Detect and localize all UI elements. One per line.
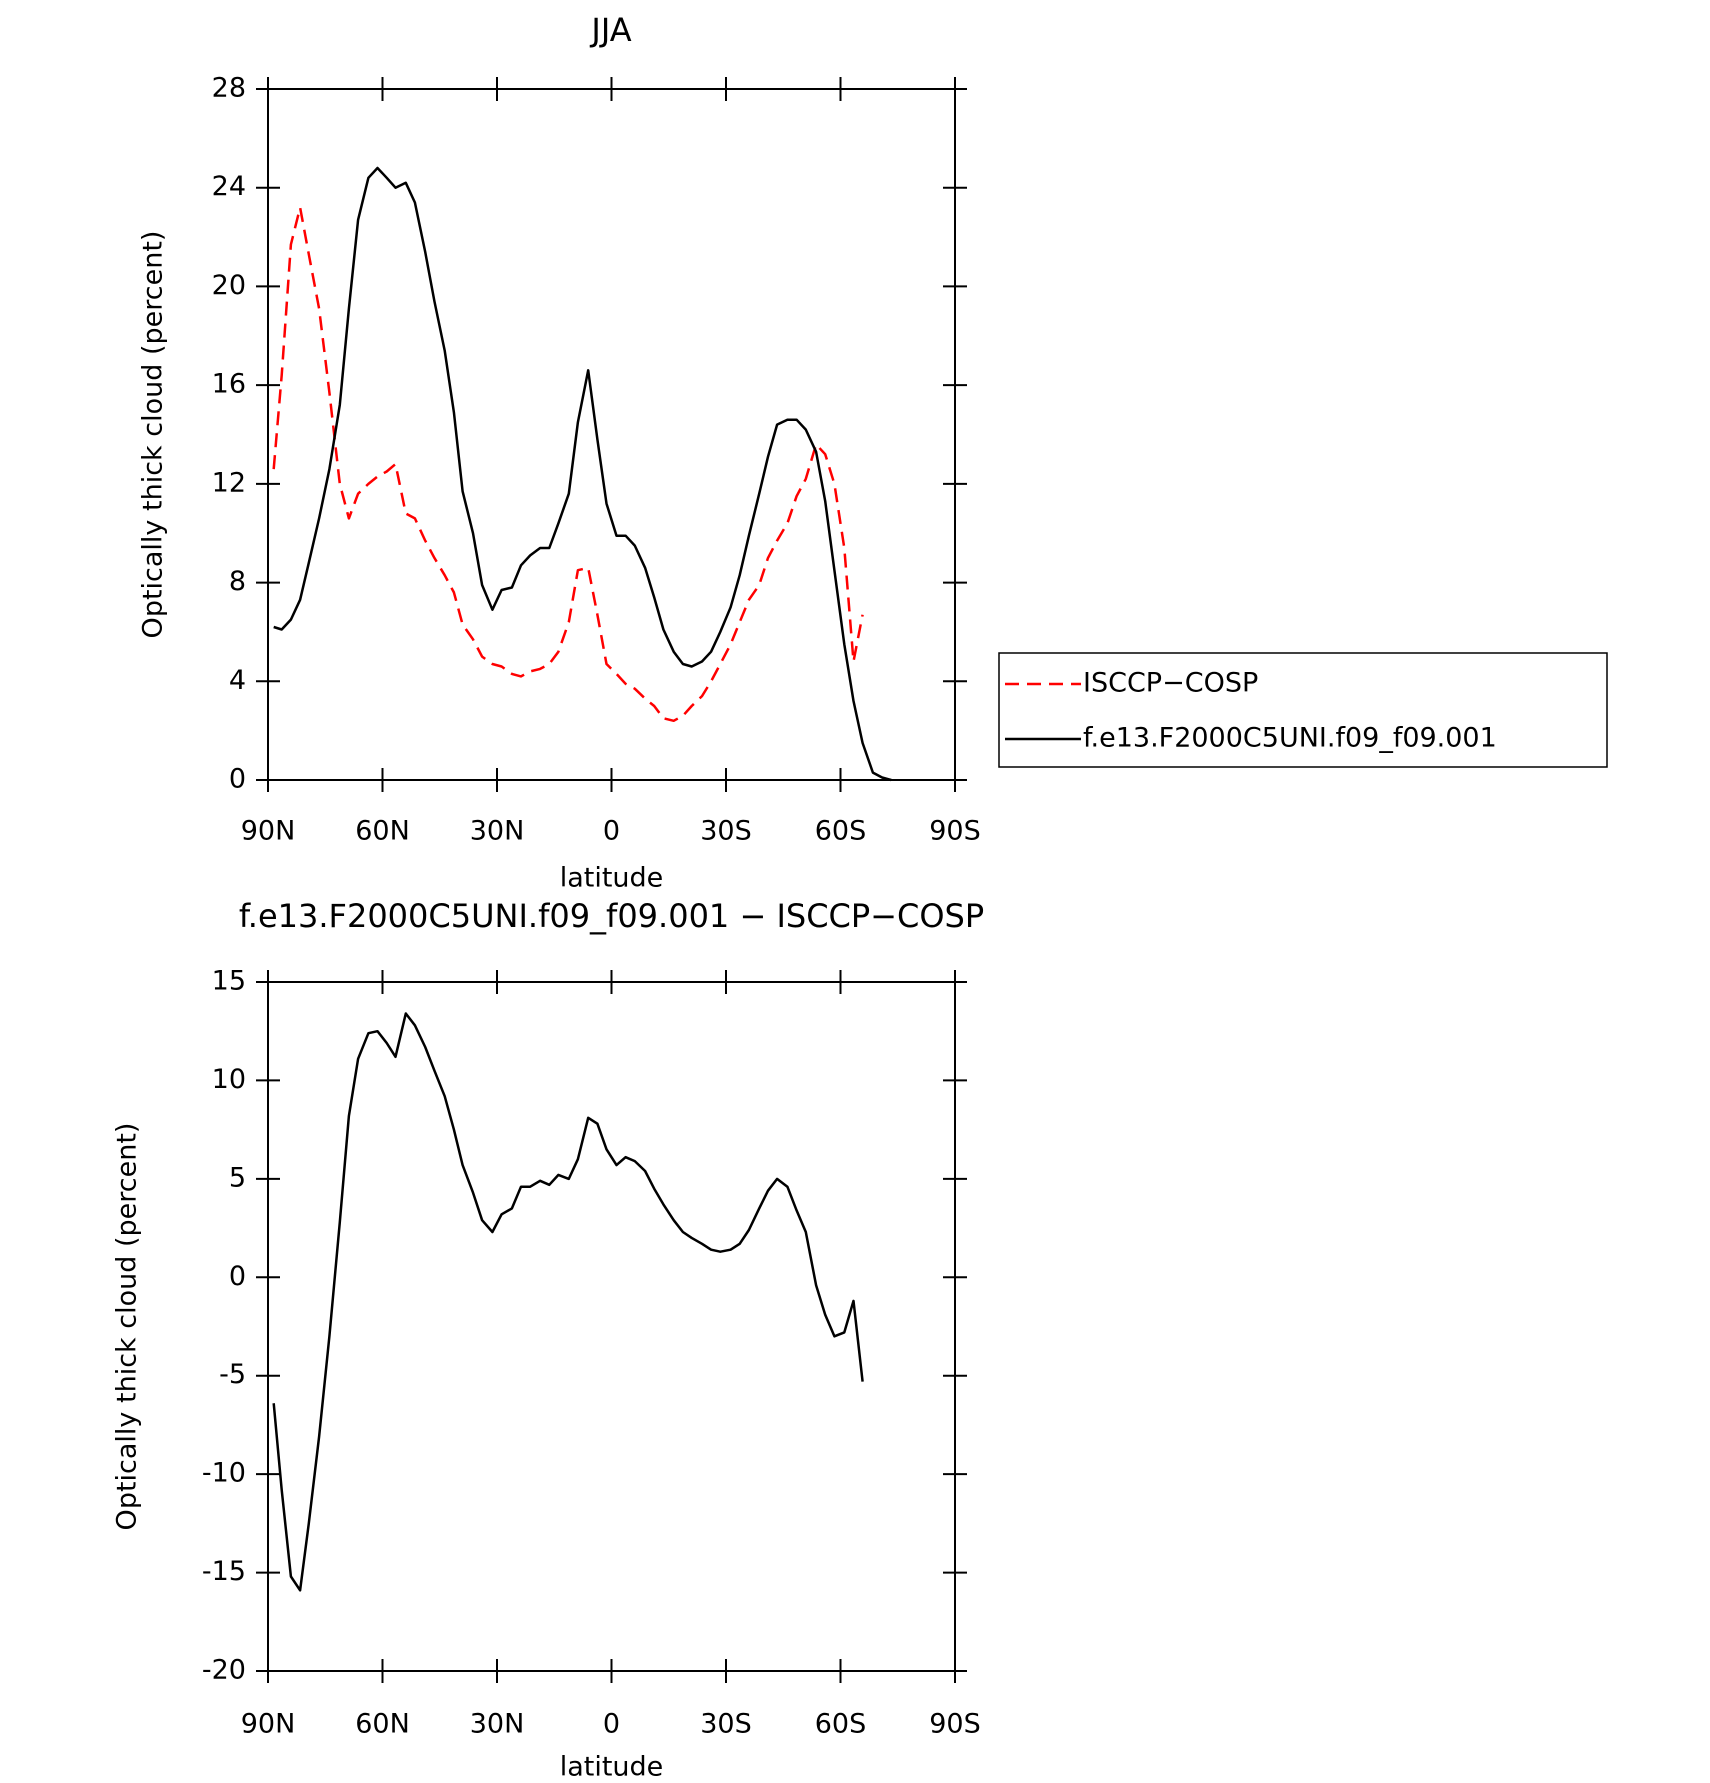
x-tick-label: 90N bbox=[241, 1709, 296, 1740]
plot-frame bbox=[267, 88, 956, 781]
y-tick-label: -10 bbox=[202, 1458, 246, 1489]
y-tick-label: 0 bbox=[229, 1261, 246, 1292]
y-axis-label: Optically thick cloud (percent) bbox=[138, 231, 169, 639]
x-tick-label: 60S bbox=[815, 1709, 867, 1740]
y-tick-label: 24 bbox=[212, 171, 246, 202]
x-axis-label: latitude bbox=[560, 863, 664, 894]
y-tick-label: 15 bbox=[212, 966, 246, 997]
x-tick-label: 30S bbox=[700, 816, 752, 847]
y-tick-label: 28 bbox=[212, 73, 246, 104]
x-tick-label: 60N bbox=[355, 816, 410, 847]
y-tick-label: 12 bbox=[212, 467, 246, 498]
legend-label: f.e13.F2000C5UNI.f09_f09.001 bbox=[1083, 723, 1497, 754]
y-axis-label: Optically thick cloud (percent) bbox=[112, 1123, 143, 1531]
x-tick-label: 30N bbox=[470, 816, 525, 847]
data-line bbox=[273, 166, 892, 782]
chart-title: f.e13.F2000C5UNI.f09_f09.001 − ISCCP−COS… bbox=[239, 897, 984, 935]
data-line bbox=[272, 1012, 864, 1592]
y-tick-label: -20 bbox=[202, 1655, 246, 1686]
x-tick-label: 60S bbox=[815, 816, 867, 847]
x-axis-label: latitude bbox=[560, 1752, 664, 1783]
plot-frame bbox=[267, 981, 956, 1672]
chart-title: JJA bbox=[589, 11, 631, 49]
x-tick-label: 90N bbox=[241, 816, 296, 847]
x-tick-label: 0 bbox=[603, 1709, 620, 1740]
y-tick-label: -15 bbox=[202, 1556, 246, 1587]
data-line bbox=[272, 206, 864, 723]
x-tick-label: 60N bbox=[355, 1709, 410, 1740]
x-tick-label: 30N bbox=[470, 1709, 525, 1740]
y-tick-label: 8 bbox=[229, 566, 246, 597]
y-tick-label: 20 bbox=[212, 270, 246, 301]
y-tick-label: 5 bbox=[229, 1162, 246, 1193]
legend-label: ISCCP−COSP bbox=[1083, 668, 1258, 699]
x-tick-label: 30S bbox=[700, 1709, 752, 1740]
x-tick-label: 90S bbox=[929, 1709, 981, 1740]
y-tick-label: 10 bbox=[212, 1064, 246, 1095]
legend-box bbox=[998, 652, 1608, 768]
y-tick-label: 4 bbox=[229, 665, 246, 696]
x-tick-label: 90S bbox=[929, 816, 981, 847]
y-tick-label: -5 bbox=[219, 1359, 246, 1390]
x-tick-label: 0 bbox=[603, 816, 620, 847]
y-tick-label: 0 bbox=[229, 764, 246, 795]
y-tick-label: 16 bbox=[212, 369, 246, 400]
